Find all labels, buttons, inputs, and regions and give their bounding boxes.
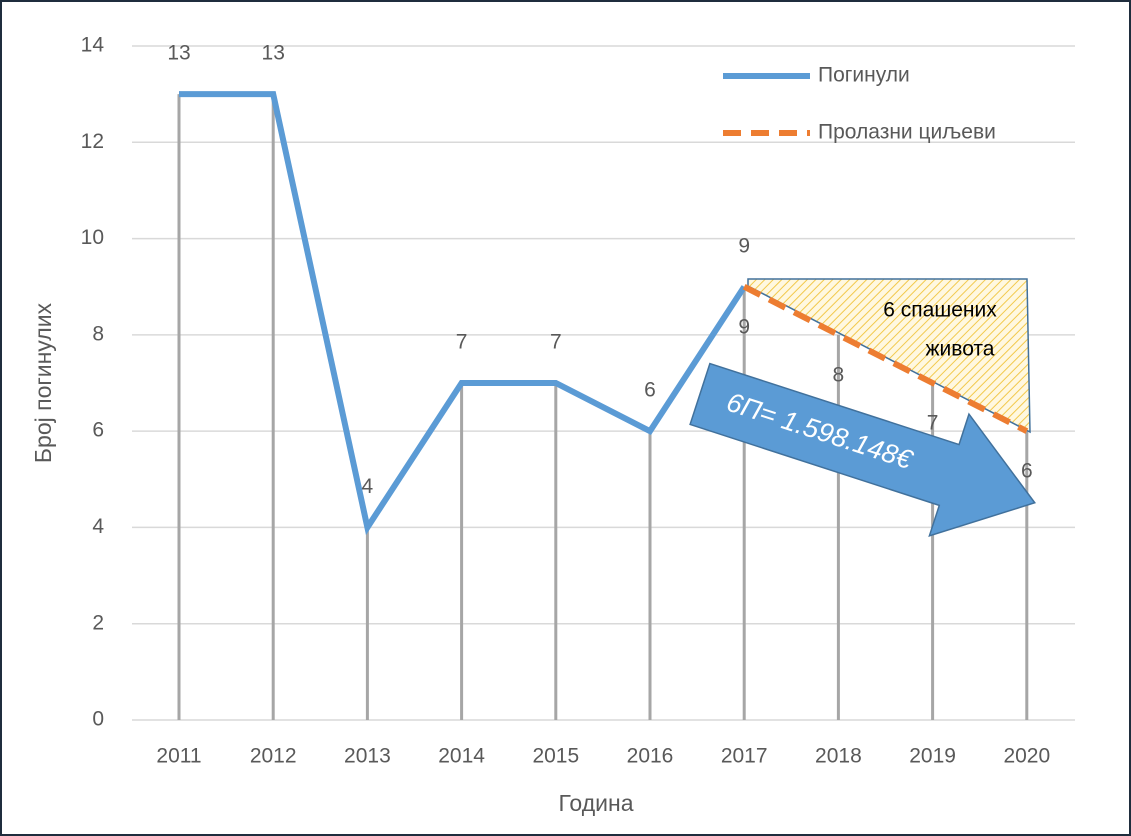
legend-item: Пролазни циљеви <box>723 121 996 144</box>
data-label: 7 <box>927 412 939 435</box>
data-label: 6 <box>1021 460 1033 483</box>
x-axis-title: Година <box>559 790 634 816</box>
series <box>179 91 1029 536</box>
data-label: 4 <box>362 475 374 498</box>
data-label: 7 <box>456 331 468 354</box>
legend-item: Погинули <box>723 64 910 87</box>
data-label: 9 <box>738 315 750 338</box>
data-label: 7 <box>550 331 562 354</box>
x-tick-label: 2012 <box>250 745 297 768</box>
y-tick-label: 12 <box>81 130 104 153</box>
y-tick-label: 8 <box>92 322 104 345</box>
series-line <box>742 284 1029 434</box>
x-tick-label: 2020 <box>1003 745 1050 768</box>
series-line <box>179 91 747 536</box>
data-label: 13 <box>167 42 190 65</box>
grid <box>132 45 1075 721</box>
legend-label: Погинули <box>818 64 910 87</box>
y-tick-label: 2 <box>92 611 104 634</box>
y-tick-label: 14 <box>81 34 105 57</box>
legend-label: Пролазни циљеви <box>818 121 996 144</box>
y-tick-label: 4 <box>92 515 104 538</box>
x-tick-label: 2015 <box>532 745 579 768</box>
x-tick-label: 2016 <box>627 745 674 768</box>
y-tick-label: 10 <box>81 226 104 249</box>
annotation: живота <box>926 338 995 361</box>
data-label: 13 <box>262 42 285 65</box>
y-tick-label: 0 <box>92 708 104 731</box>
data-label: 8 <box>833 363 845 386</box>
arrow-shape <box>689 362 1037 537</box>
x-tick-label: 2019 <box>909 745 956 768</box>
x-tick-label: 2018 <box>815 745 862 768</box>
drop-lines <box>177 94 1029 720</box>
data-label: 6 <box>644 379 656 402</box>
x-tick-label: 2017 <box>721 745 768 768</box>
annotation: 6 спашених <box>883 299 997 322</box>
y-axis-title: Број погинулих <box>30 302 56 463</box>
x-tick-label: 2013 <box>344 745 391 768</box>
data-label: 9 <box>738 234 750 257</box>
x-tick-label: 2011 <box>156 745 201 768</box>
y-tick-label: 6 <box>92 419 104 442</box>
x-tick-label: 2014 <box>438 745 485 768</box>
